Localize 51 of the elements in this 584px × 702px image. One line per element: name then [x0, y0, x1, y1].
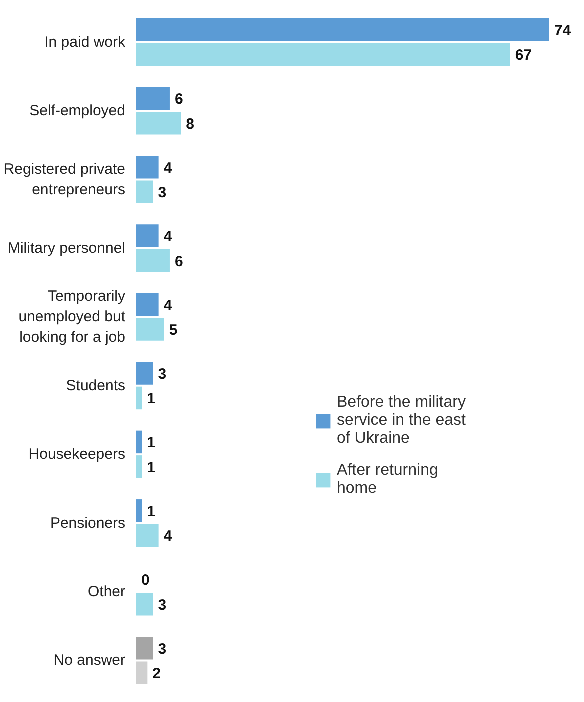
y-tick-label: In paid work	[44, 34, 126, 51]
bar	[136, 386, 142, 410]
data-label: 5	[169, 322, 178, 340]
data-label: 3	[158, 596, 167, 614]
data-label: 4	[164, 297, 173, 314]
data-label: 2	[152, 666, 162, 683]
data-label: 4	[164, 528, 173, 546]
data-label: 1	[147, 503, 156, 520]
bar	[136, 112, 182, 135]
y-tick-label: Military personnel	[8, 240, 126, 257]
data-label: 74	[554, 22, 572, 40]
bar	[136, 430, 142, 454]
data-label: 4	[164, 228, 173, 246]
bar	[136, 180, 154, 204]
y-tick-label: Housekeepers	[28, 446, 126, 464]
data-label: 6	[174, 91, 184, 108]
data-label: 3	[158, 184, 167, 202]
y-tick-label: No answer	[54, 652, 126, 670]
bar	[136, 362, 154, 385]
bar	[136, 156, 159, 179]
bar	[136, 500, 142, 522]
y-tick-label: Temporarily unemployed but looking for a job	[18, 288, 126, 346]
y-tick-label: Other	[88, 583, 126, 600]
bar	[136, 43, 510, 66]
data-label: 8	[186, 116, 194, 133]
bar	[136, 592, 154, 616]
data-label: 1	[147, 459, 156, 476]
data-label: 1	[147, 390, 156, 408]
y-tick-label: Registered private entrepreneurs	[4, 161, 126, 198]
y-tick-label: Students	[66, 377, 126, 394]
legend-label: After returning home	[337, 462, 438, 498]
bar	[136, 224, 159, 248]
bar	[136, 524, 159, 548]
bar	[136, 636, 154, 660]
data-label: 3	[158, 640, 167, 658]
data-label: 4	[164, 160, 173, 177]
bar	[136, 87, 170, 110]
bar	[136, 662, 148, 684]
bar	[136, 18, 550, 42]
data-label: 6	[174, 253, 184, 270]
y-tick-label: Self-employed	[30, 102, 126, 120]
legend-label: Before the military service in the east of Ukraine	[337, 394, 466, 448]
data-label: 3	[158, 366, 167, 383]
bar	[136, 249, 170, 272]
data-label: 1	[147, 434, 156, 452]
bar	[136, 456, 142, 478]
bar	[136, 293, 159, 316]
data-label: 0	[142, 572, 150, 590]
y-tick-label: Pensioners	[50, 514, 126, 532]
data-label: 67	[515, 47, 532, 64]
bar	[136, 318, 164, 341]
